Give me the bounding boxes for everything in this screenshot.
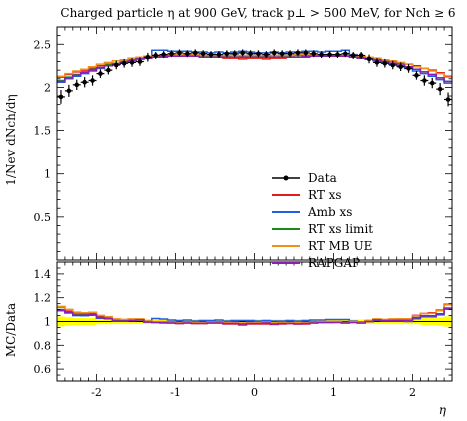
data-point: [271, 50, 277, 56]
legend: Data RT xs Amb xs RT xs limit RT MB UE RAPGAP: [272, 171, 373, 270]
data-point: [82, 79, 87, 85]
data-point: [414, 73, 419, 78]
data-point: [437, 86, 443, 92]
data-point: [406, 66, 411, 71]
x-axis-label: η: [439, 403, 447, 417]
data-point: [335, 52, 340, 57]
data-point: [232, 51, 238, 57]
x-tick-label: 2: [409, 386, 416, 399]
y-tick-label: 1: [44, 168, 51, 181]
ratio-y-axis-label: MC/Data: [4, 303, 18, 357]
data-point: [374, 60, 380, 65]
data-point: [382, 60, 388, 66]
data-point: [90, 78, 95, 83]
data-point: [350, 53, 356, 58]
data-point: [224, 51, 230, 57]
data-point: [200, 51, 206, 57]
data-point: [256, 51, 261, 57]
data-point: [145, 54, 151, 60]
data-point: [398, 64, 403, 69]
x-tick-label: -1: [170, 386, 181, 399]
x-tick-label: 1: [330, 386, 337, 399]
data-point: [390, 62, 396, 68]
legend-marker-data: [283, 175, 289, 181]
data-point: [264, 52, 269, 57]
y-tick-label: 1.5: [34, 125, 52, 138]
data-point: [161, 52, 166, 57]
x-tick-label: -2: [91, 386, 102, 399]
ratio-y-tick-label: 1: [44, 316, 51, 329]
ratio-y-tick-label: 1.4: [34, 268, 52, 281]
series-line-rt-mb-ue: [57, 53, 452, 78]
data-point: [121, 60, 127, 66]
ratio-y-tick-label: 0.6: [34, 363, 52, 376]
data-point: [429, 80, 435, 86]
data-point: [129, 60, 135, 65]
data-point: [185, 51, 190, 57]
data-point: [240, 50, 245, 56]
data-point: [177, 50, 182, 56]
data-point: [366, 56, 372, 62]
data-point: [169, 51, 174, 57]
chart-title: Charged particle η at 900 GeV, track p⊥ …: [60, 6, 455, 20]
data-point: [106, 67, 111, 73]
data-point: [192, 50, 198, 56]
y-tick-label: 2: [44, 81, 51, 94]
legend-label: Amb xs: [307, 205, 352, 219]
data-point: [303, 50, 309, 56]
legend-label: RT xs: [308, 188, 342, 202]
data-point: [66, 88, 72, 94]
data-point: [311, 51, 317, 57]
data-point: [343, 51, 348, 57]
data-point: [216, 52, 222, 57]
x-tick-label: 0: [251, 386, 258, 399]
main-plot: 0.5 1 1.5 2 2.5: [34, 26, 453, 261]
data-point: [98, 71, 103, 76]
data-point: [295, 50, 301, 56]
data-point: [287, 51, 293, 57]
legend-label: Data: [308, 171, 337, 185]
ratio-plot: 0.6 0.8 1 1.2 1.4 -2 -1 0 1 2: [34, 261, 453, 399]
legend-label: RT xs limit: [308, 222, 373, 236]
data-point: [137, 59, 143, 64]
data-point: [358, 53, 364, 58]
legend-label: RT MB UE: [308, 239, 372, 253]
data-point: [248, 51, 253, 57]
data-point: [113, 62, 119, 68]
ratio-y-tick-label: 1.2: [34, 292, 52, 305]
data-point: [208, 52, 214, 57]
data-point: [279, 51, 285, 57]
ratio-y-tick-label: 0.8: [34, 339, 52, 352]
y-tick-label: 2.5: [34, 38, 52, 51]
data-point: [319, 52, 324, 57]
y-tick-label: 0.5: [34, 211, 52, 224]
ratio-line-rt-mb-ue: [57, 304, 452, 324]
data-point: [422, 78, 427, 83]
y-axis-label: 1/Nev dNch/dη: [4, 94, 18, 185]
data-point: [445, 97, 451, 102]
ratio-line-rapgap: [57, 307, 452, 325]
data-point: [74, 82, 80, 88]
data-point: [327, 52, 332, 57]
data-point: [58, 94, 64, 100]
data-point: [153, 53, 159, 58]
legend-label: RAPGAP: [308, 256, 360, 270]
